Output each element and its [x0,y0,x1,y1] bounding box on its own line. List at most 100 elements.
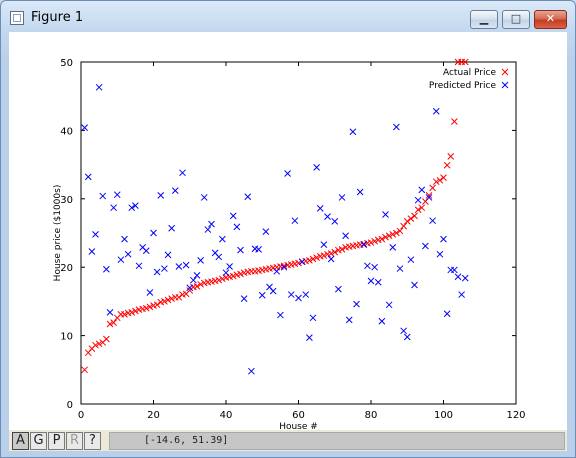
predicted-price-point [110,204,117,212]
predicted-price-point [168,224,175,232]
predicted-price-point [248,367,255,375]
actual-price-point [197,280,204,288]
predicted-price-point [273,267,281,275]
maximize-button[interactable]: □ [502,10,530,29]
actual-price-point [164,296,172,304]
toolbar-button-1[interactable]: G [30,432,47,450]
predicted-price-point [240,295,248,303]
predicted-price-point [287,291,295,298]
actual-price-point [237,270,244,278]
toolbar-button-2[interactable]: P [48,432,65,450]
predicted-price-point [414,196,422,204]
predicted-price-point [374,278,382,286]
close-button[interactable]: ✕ [534,10,567,29]
predicted-price-point [331,218,339,225]
y-tick-label: 10 [60,332,73,343]
actual-price-point [95,340,103,348]
actual-price-point [451,118,458,125]
actual-price-point [389,231,397,238]
predicted-price-point [436,250,444,258]
predicted-price-point [262,228,270,235]
predicted-price-point [190,276,197,284]
predicted-price-point [284,170,291,177]
predicted-price-point [277,311,284,319]
actual-price-point [219,275,226,283]
plot-area[interactable]: 0 20 40 60 80 100 120 0 10 20 30 40 50 House # House p… [9,32,567,432]
predicted-price-point [400,327,407,335]
scatter-chart[interactable]: 0 20 40 60 80 100 120 0 10 20 30 40 50 House # House p… [9,32,567,432]
predicted-price-point [353,300,360,308]
predicted-price-point [219,235,226,243]
predicted-price-point [360,241,368,248]
predicted-price-point [258,291,266,299]
x-tick-label: 120 [506,410,525,421]
toolbar-button-0[interactable]: A [12,432,29,450]
predicted-price-point [291,217,299,225]
predicted-price-point [208,220,215,228]
actual-price-point [331,248,339,256]
actual-price-point [103,335,110,343]
predicted-price-point [396,265,404,272]
maximize-icon: □ [510,12,522,25]
predicted-price-point [298,258,306,266]
minimize-button[interactable]: ▁ [470,10,498,29]
title-bar[interactable]: Figure 1 ▁ □ ✕ [1,1,575,33]
actual-price-point [418,204,426,212]
predicted-price-point [121,235,128,243]
actual-price-point [132,307,139,315]
actual-price-point [327,250,335,257]
x-tick-label: 60 [292,410,305,421]
actual-price-point [295,259,302,267]
x-tick-label: 0 [78,410,84,421]
actual-price-point [338,246,346,253]
axes-box [80,61,517,405]
predicted-price-point [440,235,447,243]
actual-price-point [81,366,88,374]
x-tick-label: 80 [365,410,378,421]
actual-price-point [193,282,201,290]
predicted-price-point [378,317,386,325]
predicted-price-point [385,301,393,309]
actual-price-point [436,176,444,184]
actual-price-point [396,227,404,235]
x-tick-label: 40 [220,410,233,421]
actual-price-point [92,341,99,349]
actual-price-point [443,161,451,169]
actual-price-point [425,192,433,199]
predicted-price-point [124,250,132,258]
actual-price-point [440,174,447,181]
actual-price-point [229,272,237,280]
predicted-price-point [356,188,364,196]
predicted-price-point [316,205,324,212]
toolbar-button-4[interactable]: ? [84,432,101,450]
predicted-price-point [338,194,346,201]
actual-price-point [371,237,378,245]
actual-price-point [142,304,150,312]
actual-price-point [313,254,320,261]
toolbar-button-3: R [66,432,83,450]
predicted-price-point [153,268,161,276]
actual-price-point [110,319,117,326]
coordinate-readout: [-14.6, 51.39] [109,432,565,450]
predicted-price-point [88,248,96,255]
actual-price-point [175,293,183,301]
y-tick-label: 20 [60,263,73,274]
x-tick-label: 100 [434,410,453,421]
predicted-price-point [117,256,125,264]
predicted-price-point [461,274,469,282]
predicted-price-point [451,266,458,274]
legend-marker-1 [501,81,509,89]
predicted-price-point [204,226,212,233]
predicted-price-point [106,308,114,316]
predicted-price-point [425,194,433,201]
predicted-price-point [418,186,426,194]
predicted-price-point [302,291,310,298]
predicted-price-point [186,284,194,292]
predicted-price-point [345,316,353,324]
actual-price-point [367,239,375,246]
predicted-price-point [179,169,186,177]
predicted-price-point [113,191,121,199]
actual-price-point [309,255,317,263]
predicted-price-point [255,246,262,253]
window-title: Figure 1 [31,10,84,25]
